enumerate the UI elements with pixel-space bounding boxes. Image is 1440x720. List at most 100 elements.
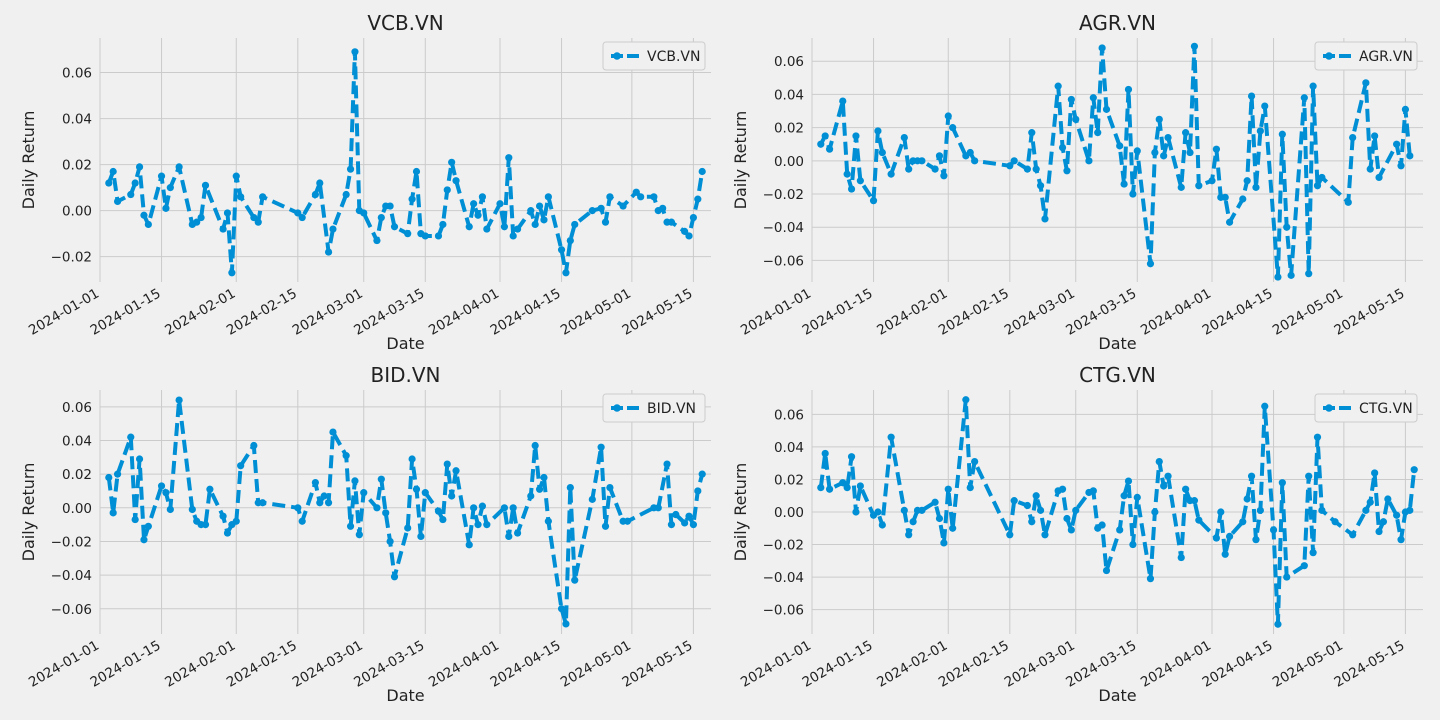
data-point [1146,575,1155,583]
data-point [1124,85,1133,94]
data-point [905,165,913,173]
y-tick-label: 0.00 [774,505,804,521]
data-point [1102,105,1111,113]
data-point [1283,573,1291,581]
data-point [421,489,429,497]
data-point [685,512,693,520]
data-point [949,524,957,532]
data-point [839,479,847,487]
data-point [1120,180,1128,188]
data-point [1221,193,1229,201]
data-point [505,154,513,162]
data-point [316,179,324,187]
data-point [681,227,689,235]
data-point [329,225,337,233]
y-tick-label: −0.02 [763,187,804,203]
data-point [1366,498,1374,506]
data-point [1393,511,1401,519]
y-tick-label: −0.04 [763,570,804,586]
chart-title: BID.VN [370,363,440,387]
y-axis-label: Daily Return [19,463,38,562]
legend-box [1314,393,1418,423]
data-point [483,225,491,233]
data-point [878,148,886,157]
data-point [1318,173,1326,182]
data-point [439,220,447,229]
data-point [944,112,952,120]
data-point [1146,260,1155,268]
data-point [500,504,509,512]
data-point [1067,526,1075,534]
data-point [672,510,680,519]
data-point [571,576,579,584]
data-point [1006,531,1014,539]
data-point [382,509,390,517]
data-point [1212,534,1221,542]
data-point [971,457,979,466]
data-point [175,396,183,404]
data-point [869,197,878,205]
data-point [1195,182,1203,190]
legend-marker [1325,404,1333,412]
data-point [825,485,834,493]
legend: CTG.VN [1314,393,1418,423]
data-point [452,177,460,185]
data-point [232,172,240,180]
data-point [949,124,957,132]
data-point [1160,152,1168,160]
y-tick-label: 0.02 [774,472,804,488]
data-point [113,197,122,206]
data-point [105,473,113,482]
data-point [1239,195,1247,203]
data-point [1177,553,1185,562]
data-point [509,504,517,512]
data-point [1221,550,1229,558]
data-point [162,204,170,212]
data-point [346,165,355,173]
data-point [1155,457,1163,466]
data-point [144,220,152,229]
data-point [1164,472,1172,480]
y-tick-label: 0.06 [774,407,804,423]
data-point [1041,531,1049,539]
data-point [663,460,671,468]
data-point [474,211,482,219]
data-point [1072,115,1080,123]
data-point [843,484,851,492]
data-point [535,485,544,493]
y-tick-label: −0.02 [763,538,804,554]
data-point [250,213,258,222]
data-point [342,452,350,460]
data-point [1190,497,1199,505]
data-point [206,485,214,493]
data-point [1371,132,1379,140]
y-axis-label: Daily Return [731,463,750,562]
data-point [562,620,570,628]
x-axis-label: Date [1098,686,1136,705]
data-point [900,133,908,142]
data-point [465,541,473,549]
data-point [606,193,614,201]
data-point [223,209,232,217]
data-point [1098,521,1106,529]
data-point [601,218,610,226]
data-point [1177,183,1185,191]
data-point [601,522,610,530]
y-tick-label: −0.06 [763,603,804,619]
data-point [900,506,908,514]
legend-box [1314,41,1418,71]
data-point [505,532,513,541]
data-point [817,140,825,148]
data-point [1102,566,1111,575]
data-point [1401,105,1410,113]
data-point [1309,82,1317,90]
data-point [254,218,262,226]
x-axis-label: Date [386,334,424,353]
data-point [1331,518,1339,526]
data-point [940,539,948,547]
data-point [232,517,240,525]
data-point [1384,495,1392,503]
data-point [1058,143,1067,152]
data-point [1379,518,1388,526]
